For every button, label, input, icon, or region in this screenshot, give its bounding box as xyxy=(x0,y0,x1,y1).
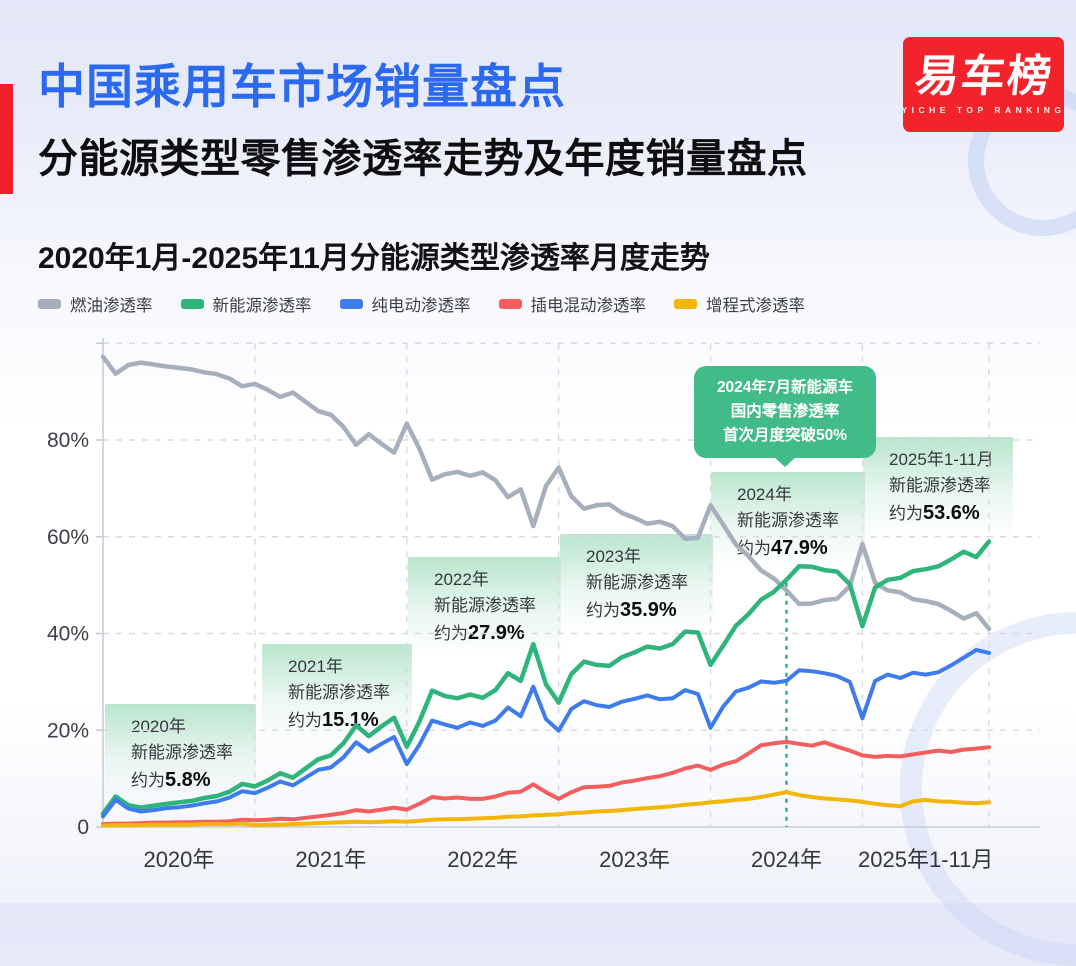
callout-line: 首次月度突破50% xyxy=(722,427,848,445)
annotation-value: 约为53.6% xyxy=(889,502,980,524)
series-line-erev xyxy=(101,790,991,828)
legend-item-erev: 增程式渗透率 xyxy=(674,292,805,316)
series-line-fuel xyxy=(100,354,992,631)
annotation-value: 约为15.1% xyxy=(288,709,379,731)
annotation-label: 新能源渗透率 xyxy=(586,572,688,592)
annotation-label: 新能源渗透率 xyxy=(288,682,390,702)
chart-area: 2020年 新能源渗透率 约为5.8% 2021年 新能源渗透率 约为15.1%… xyxy=(0,330,1076,903)
legend-label-erev: 增程式渗透率 xyxy=(706,297,805,315)
annotation-2021: 2021年 新能源渗透率 约为15.1% xyxy=(262,644,412,741)
x-axis-label: 2023年 xyxy=(599,847,670,872)
annotation-value: 约为35.9% xyxy=(586,599,677,621)
penetration-chart-svg: 80% 60% 40% 20% 0 2020年 2021年 2022年 2023年 2024年 20… xyxy=(47,338,1040,872)
annotation-value: 约为5.8% xyxy=(131,769,211,791)
annotation-label: 新能源渗透率 xyxy=(889,475,991,495)
annotation-2025: 2025年1-11月 新能源渗透率 约为53.6% xyxy=(863,437,1013,541)
legend-label-bev: 纯电动渗透率 xyxy=(371,297,471,315)
series-line-nev xyxy=(100,539,992,816)
legend-item-nev: 新能源渗透率 xyxy=(180,292,312,316)
annotation-2022: 2022年 新能源渗透率 约为27.9% xyxy=(408,557,561,658)
annotation-year: 2023年 xyxy=(586,547,641,566)
logo-text: 易车榜 xyxy=(911,51,1056,101)
y-axis-label: 40% xyxy=(47,623,89,646)
legend-swatch-phev xyxy=(498,299,522,309)
legend-swatch-erev xyxy=(674,299,697,309)
annotation-label: 新能源渗透率 xyxy=(737,510,839,530)
legend-item-phev: 插电混动渗透率 xyxy=(498,292,647,316)
callout-line: 2024年7月新能源车 xyxy=(716,379,854,396)
annotation-label: 新能源渗透率 xyxy=(131,742,233,762)
page-title: 中国乘用车市场销量盘点 xyxy=(38,60,566,113)
annotation-2023: 2023年 新能源渗透率 约为35.9% xyxy=(560,534,713,631)
annotation-year: 2020年 xyxy=(131,717,186,736)
yiche-logo: 易车榜 YICHE TOP RANKING xyxy=(901,37,1066,132)
x-axis-label: 2022年 xyxy=(447,847,518,872)
series-line-bev xyxy=(101,647,991,819)
y-axis-label: 20% xyxy=(47,719,89,742)
accent-bar xyxy=(0,84,13,194)
series-line-phev xyxy=(101,739,991,827)
x-axis-label: 2025年1-11月 xyxy=(858,847,993,872)
chart-title: 2020年1月-2025年11月分能源类型渗透率月度走势 xyxy=(38,242,710,275)
legend-swatch-bev xyxy=(339,299,363,309)
x-axis-label: 2024年 xyxy=(751,847,822,872)
y-axis-label: 60% xyxy=(47,526,89,549)
annotation-label: 新能源渗透率 xyxy=(434,595,536,615)
callout-pointer xyxy=(774,457,796,468)
legend-label-fuel: 燃油渗透率 xyxy=(70,297,153,315)
legend-item-fuel: 燃油渗透率 xyxy=(38,292,153,316)
page-subtitle: 分能源类型零售渗透率走势及年度销量盘点 xyxy=(38,137,808,181)
callout-line: 国内零售渗透率 xyxy=(730,403,840,421)
legend-item-bev: 纯电动渗透率 xyxy=(339,292,471,316)
annotation-year: 2024年 xyxy=(737,485,792,504)
annotation-year: 2021年 xyxy=(288,657,343,676)
x-axis-label: 2021年 xyxy=(295,847,366,872)
legend-label-phev: 插电混动渗透率 xyxy=(530,297,647,315)
y-axis-label: 0 xyxy=(77,816,89,839)
annotation-year: 2025年1-11月 xyxy=(889,450,994,469)
logo-tagline: YICHE TOP RANKING xyxy=(901,104,1066,115)
legend-swatch-fuel xyxy=(38,299,61,309)
y-axis-label: 80% xyxy=(47,429,89,452)
legend-swatch-nev xyxy=(180,299,204,309)
annotation-year: 2022年 xyxy=(434,570,489,589)
x-axis-label: 2020年 xyxy=(143,847,214,872)
annotation-2020: 2020年 新能源渗透率 约为5.8% xyxy=(105,704,256,801)
legend-label-nev: 新能源渗透率 xyxy=(212,297,312,315)
legend: 燃油渗透率 新能源渗透率 纯电动渗透率 插电混动渗透率 增程式渗透率 xyxy=(38,292,805,316)
callout-50-percent: 2024年7月新能源车 国内零售渗透率 首次月度突破50% xyxy=(694,366,876,468)
